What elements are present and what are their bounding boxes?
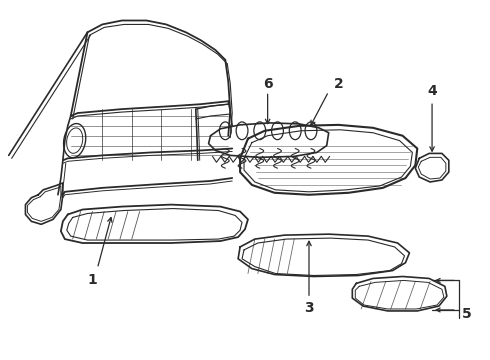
Text: 4: 4 [427, 84, 437, 98]
Text: 1: 1 [88, 274, 98, 287]
Text: 3: 3 [304, 301, 314, 315]
Text: 6: 6 [263, 77, 272, 90]
Text: 2: 2 [334, 77, 343, 90]
Text: 5: 5 [462, 307, 471, 321]
